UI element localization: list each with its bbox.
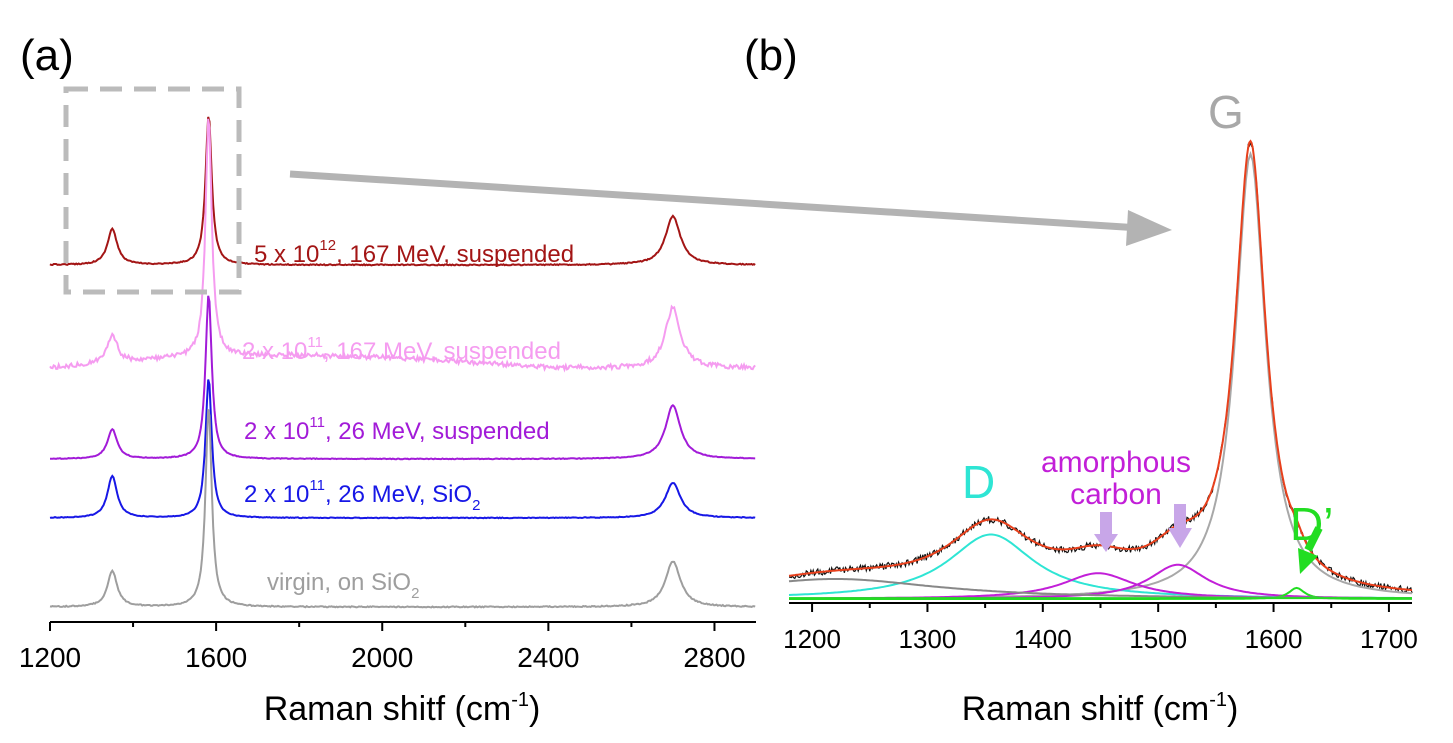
amorphous-arrow-1 [1094,512,1118,552]
panel-a-series-line-1 [49,116,756,267]
panel-b-component-background [788,578,1412,600]
amorphous-arrow-2 [1168,504,1192,548]
panel-a-inset-box [63,86,242,295]
panel-a-series-line-4 [49,379,756,520]
panel-a-x-axis: 1200 1600 2000 2400 2800 [19,621,756,673]
panel-b-x-axis: 1200 1300 1400 1500 1600 1700 [783,602,1418,654]
panel-a-series-label-5: virgin, on SiO2 [267,569,419,602]
amorphous-carbon-label-line2: carbon [1070,478,1162,511]
panel-a-series [49,116,756,609]
panel-a-x-tick-label: 2000 [351,642,413,673]
panel-a-series-label-3: 2 x 1011, 26 MeV, suspended [244,414,550,445]
panel-a-series-line-5 [49,409,756,609]
amorphous-carbon-label-line1: amorphous [1041,446,1191,479]
panel-b-x-tick-label: 1200 [783,624,841,654]
panel-a-series-line-3 [50,295,756,461]
panel-a-series-line-2 [49,118,756,373]
panel-b-label: (b) [744,31,798,80]
panel-a-series-label-2: 2 x 1011, 167 MeV, suspended [242,334,561,365]
panel-a-x-tick-label: 1600 [185,642,247,673]
D-prime-arrow [1298,526,1323,574]
G-peak-label: G [1208,86,1244,138]
panel-a-series-labels: 5 x 1012, 167 MeV, suspended 2 x 1011, 16… [242,237,574,602]
panel-a-series-label-1: 5 x 1012, 167 MeV, suspended [254,237,574,268]
panel-b-x-tick-label: 1500 [1129,624,1187,654]
D-peak-label: D [962,456,995,508]
panel-b: 1200 1300 1400 1500 1600 1700 Raman shitf (cm… [783,86,1418,728]
panel-b-x-tick-label: 1400 [1014,624,1072,654]
panel-a-x-tick-label: 2800 [683,642,745,673]
panel-b-x-tick-label: 1300 [899,624,957,654]
zoom-arrow [289,170,1172,246]
panel-a-x-tick-label: 2400 [517,642,579,673]
panel-b-x-axis-label: Raman shitf (cm-1) [962,689,1239,728]
panel-a-x-tick-label: 1200 [19,642,81,673]
panel-a: 5 x 1012, 167 MeV, suspended 2 x 1011, 16… [19,86,756,728]
panel-a-label: (a) [20,31,74,80]
panel-b-x-tick-label: 1700 [1360,624,1418,654]
panel-a-series-label-4: 2 x 1011, 26 MeV, SiO2 [244,477,481,514]
panel-a-x-axis-label: Raman shitf (cm-1) [264,689,541,728]
panel-b-x-tick-label: 1600 [1245,624,1303,654]
